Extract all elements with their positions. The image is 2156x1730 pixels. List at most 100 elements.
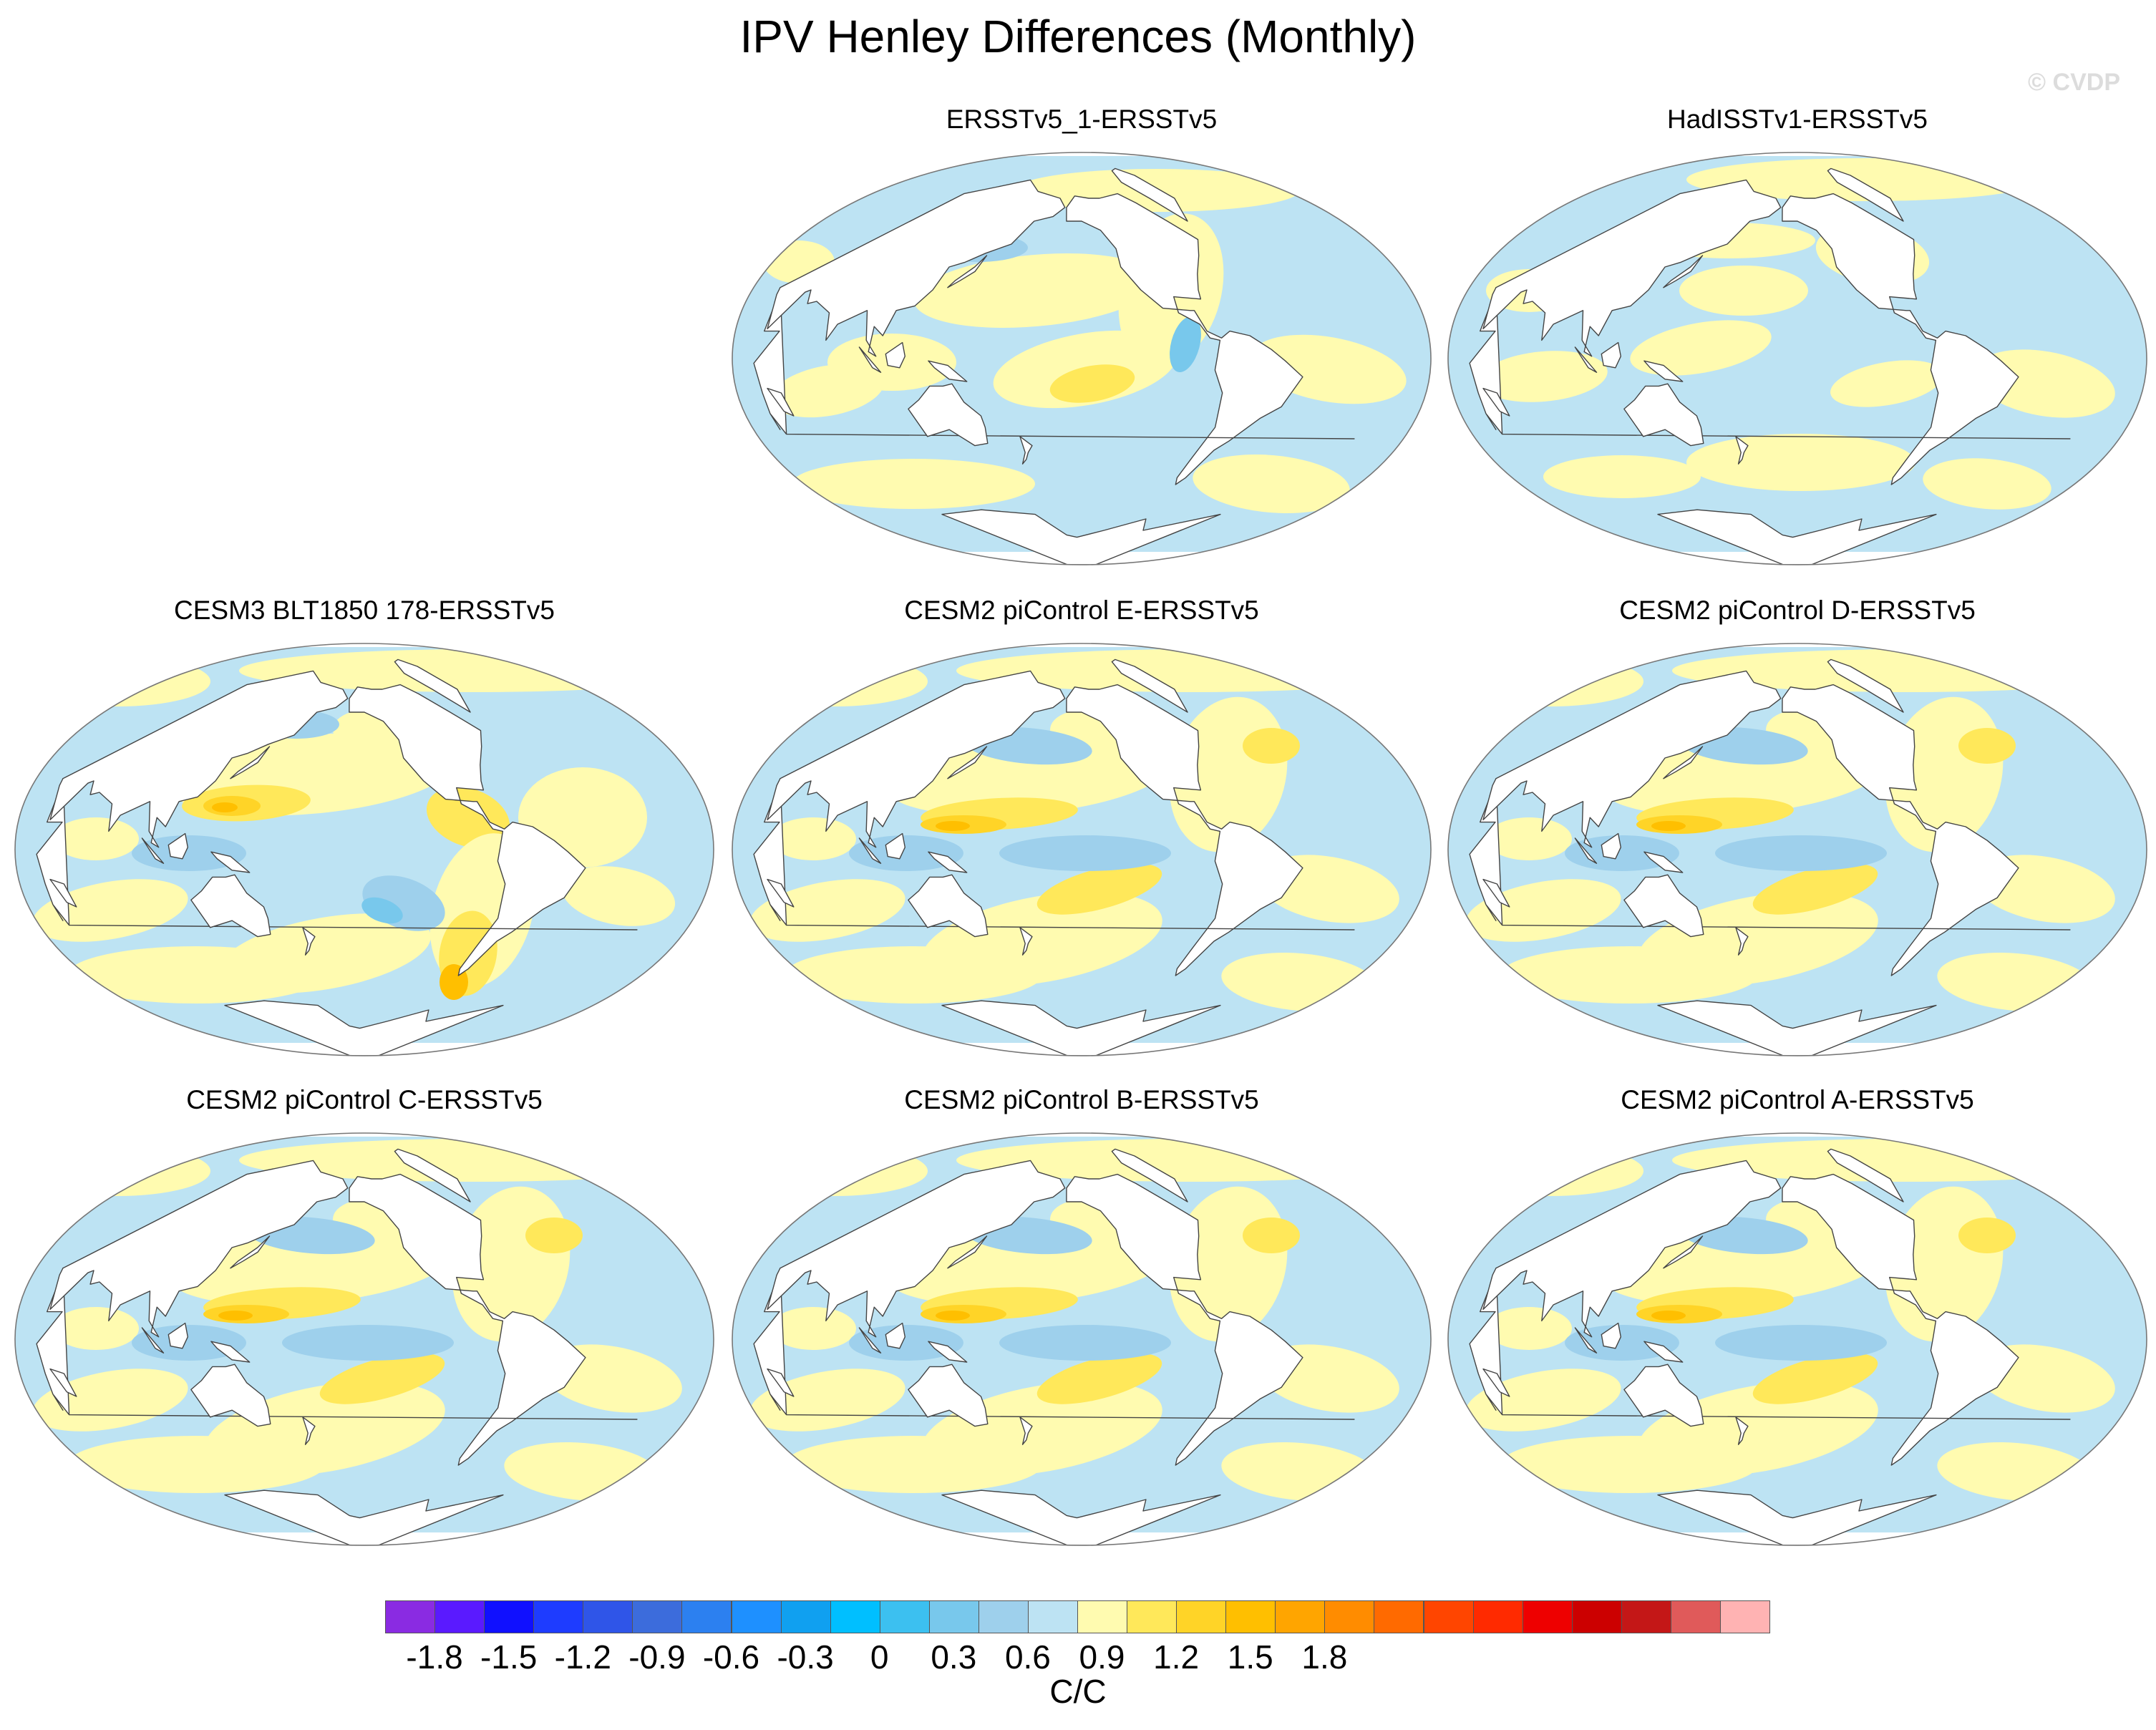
landmass-asia <box>49 670 349 848</box>
colorbar-swatch <box>1027 1600 1078 1633</box>
landmass-asia <box>767 179 1066 357</box>
landmass-sumatra <box>858 837 882 864</box>
anomaly-patch <box>561 866 676 926</box>
colorbar-swatch <box>1077 1600 1128 1633</box>
colorbar-tick-label: -0.3 <box>777 1638 834 1676</box>
colorbar-tick-label: 1.8 <box>1301 1638 1348 1676</box>
anomaly-patch <box>282 1325 454 1361</box>
landmass-asia <box>1482 1160 1782 1338</box>
panel-title: CESM2 piControl C-ERSSTv5 <box>186 1085 543 1114</box>
anomaly-patch <box>212 802 238 812</box>
landmass-madagascar <box>767 1368 795 1397</box>
colorbar-tick-label: 0 <box>870 1638 889 1676</box>
anomaly-patch <box>1752 863 1878 915</box>
anomaly-patch <box>999 835 1171 871</box>
map-plot <box>1447 643 2147 1056</box>
landmass-japan <box>1663 255 1704 288</box>
map-plot <box>1447 152 2147 565</box>
landmass-americas <box>1066 1173 1303 1466</box>
colorbar-swatch <box>1225 1600 1276 1633</box>
landmass-asia <box>49 1160 349 1338</box>
landmass-newguinea <box>928 360 968 382</box>
map-outline <box>732 152 1432 565</box>
landmass-madagascar <box>1482 1368 1510 1397</box>
landmass-newguinea <box>210 851 251 873</box>
polar-cap <box>1448 152 2147 156</box>
colorbar-swatch <box>632 1600 683 1633</box>
landmass-sumatra <box>858 346 882 373</box>
landmass-borneo <box>885 832 905 860</box>
map-plot <box>732 152 1432 565</box>
anomaly-patch <box>24 656 210 706</box>
anomaly-patch <box>1479 351 1608 402</box>
figure-title: IPV Henley Differences (Monthly) <box>739 11 1417 62</box>
landmass-australia <box>1623 383 1704 447</box>
map-panel-6: CESM2 piControl C-ERSSTv5 <box>10 1085 719 1550</box>
anomaly-patch <box>1973 349 2115 418</box>
anomaly-patch <box>1715 835 1887 871</box>
anomaly-patch <box>1651 821 1686 831</box>
map-panel-7: CESM2 piControl B-ERSSTv5 <box>727 1085 1436 1550</box>
landmass-greenland <box>394 659 471 713</box>
colorbar-tick-label: -0.9 <box>628 1638 686 1676</box>
landmass-australia <box>1623 1364 1704 1427</box>
landmass-asia <box>767 670 1066 848</box>
anomaly-patch <box>1500 946 1758 1004</box>
colorbar-swatch <box>681 1600 732 1633</box>
landmass-borneo <box>1601 1322 1621 1349</box>
landmass-australia <box>1623 874 1704 938</box>
colorbar-swatch <box>830 1600 880 1633</box>
landmass-borneo <box>167 832 188 860</box>
anomaly-field <box>15 1133 714 1545</box>
colorbar-tick-label: -1.8 <box>406 1638 463 1676</box>
colorbar <box>385 1600 1770 1633</box>
polar-cap <box>732 643 1431 647</box>
landmass-madagascar <box>767 878 795 908</box>
landmass-antarctica <box>224 1490 504 1545</box>
landmass-greenland <box>1827 659 1904 713</box>
anomaly-patch <box>67 946 325 1004</box>
landmass-sumatra <box>1574 1327 1598 1354</box>
anomaly-patch <box>1457 1146 1643 1196</box>
map-panel-8: CESM2 piControl A-ERSSTv5 <box>1443 1085 2152 1550</box>
anomaly-patch <box>525 1218 583 1253</box>
map-plot <box>732 643 1432 1056</box>
map-plot <box>14 1132 714 1546</box>
map-outline <box>14 1132 714 1546</box>
anomaly-patch <box>785 946 1042 1004</box>
landmass-newguinea <box>210 1341 251 1363</box>
anomaly-field <box>1448 643 2147 1056</box>
anomaly-patch <box>1049 364 1135 403</box>
landmass-asia <box>1482 179 1782 357</box>
anomaly-patch <box>1752 1353 1878 1404</box>
landmass-asia <box>767 1160 1066 1338</box>
anomaly-field <box>1448 152 2147 565</box>
map-outline <box>732 1132 1432 1546</box>
landmass-sumatra <box>858 1327 882 1354</box>
landmass-greenland <box>1827 167 1904 222</box>
anomaly-patch <box>1170 316 1201 372</box>
landmass-newguinea <box>1643 360 1684 382</box>
colorbar-tick-label: -0.6 <box>702 1638 760 1676</box>
anomaly-patch <box>1243 1218 1300 1253</box>
anomaly-patch <box>53 817 139 860</box>
colorbar-units: C/C <box>1049 1673 1107 1710</box>
landmass-japan <box>947 746 988 779</box>
landmass-australia <box>908 874 989 938</box>
landmass-borneo <box>885 341 905 369</box>
landmass-greenland <box>1111 659 1188 713</box>
anomaly-field <box>732 1133 1431 1545</box>
polar-cap <box>732 1133 1431 1137</box>
landmass-antarctica <box>941 1490 1221 1545</box>
colorbar-swatch <box>1670 1600 1721 1633</box>
colorbar-swatch <box>1275 1600 1326 1633</box>
anomaly-patch <box>1036 863 1162 915</box>
landmass-antarctica <box>1657 1000 1937 1056</box>
landmass-australia <box>908 1364 989 1427</box>
colorbar-swatch <box>1719 1600 1770 1633</box>
landmass-australia <box>190 874 271 938</box>
landmass-sumatra <box>1574 837 1598 864</box>
colorbar-swatch <box>731 1600 782 1633</box>
landmass-sumatra <box>141 837 165 864</box>
panel-title: HadISSTv1-ERSSTv5 <box>1667 105 1928 134</box>
